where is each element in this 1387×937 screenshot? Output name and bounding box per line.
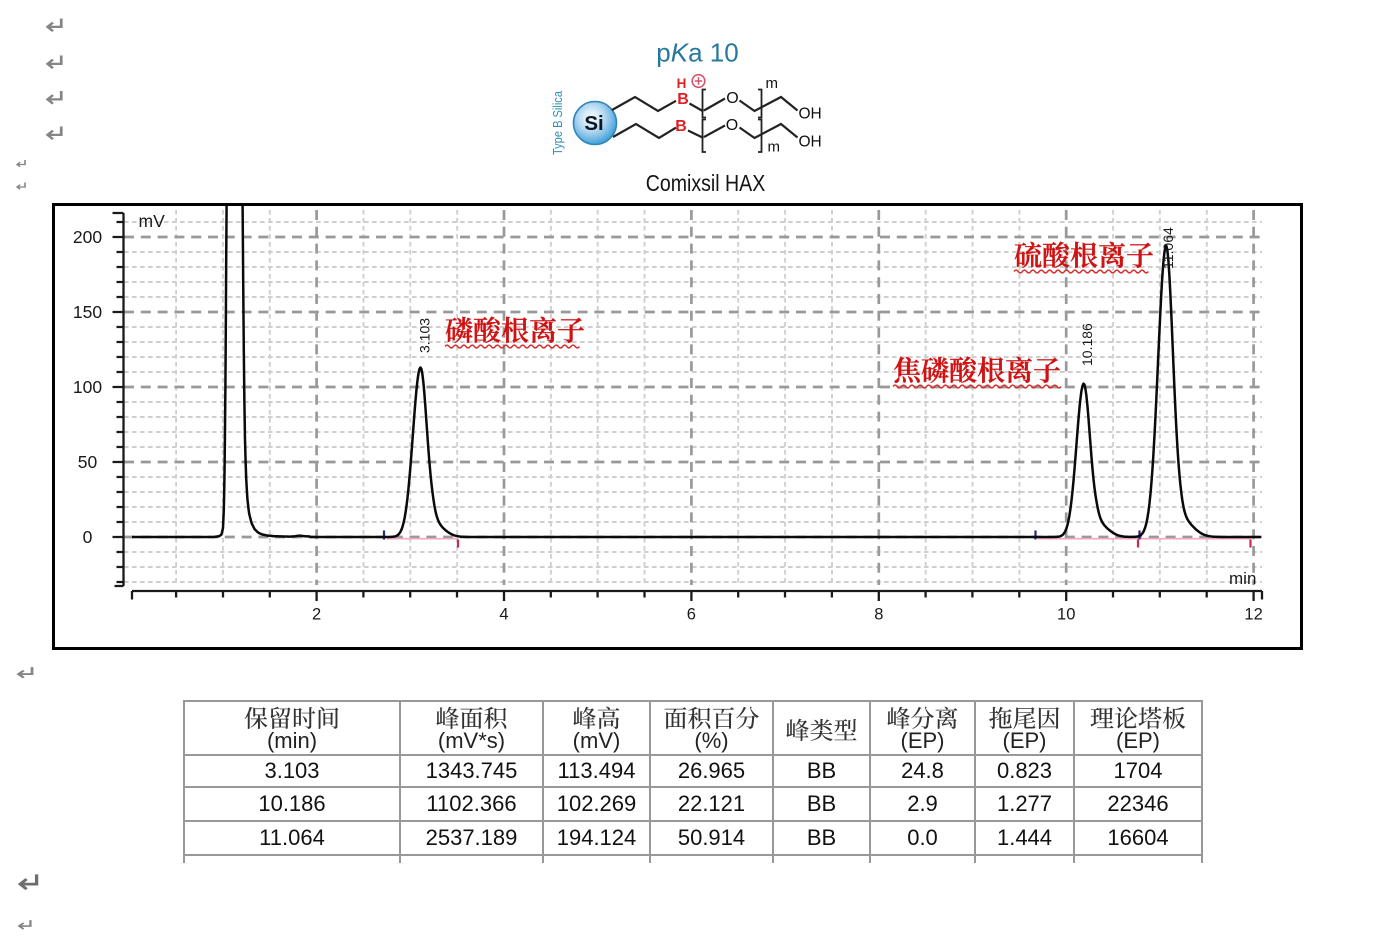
svg-text:B: B bbox=[675, 118, 687, 135]
svg-text:B: B bbox=[677, 91, 689, 108]
svg-text:pKa 10: pKa 10 bbox=[656, 38, 738, 68]
svg-text:硫酸根离子: 硫酸根离子 bbox=[1014, 235, 1154, 275]
svg-text:磷酸根离子: 磷酸根离子 bbox=[445, 310, 585, 350]
svg-text:OH: OH bbox=[799, 106, 822, 123]
svg-text:6: 6 bbox=[687, 606, 696, 624]
svg-text:3.103: 3.103 bbox=[417, 318, 433, 353]
svg-text:mV: mV bbox=[139, 211, 166, 231]
svg-text:Comixsil HAX: Comixsil HAX bbox=[646, 170, 766, 196]
svg-text:4: 4 bbox=[499, 606, 508, 624]
svg-text:10.186: 10.186 bbox=[1079, 323, 1095, 366]
svg-text:11.064: 11.064 bbox=[1160, 227, 1176, 269]
svg-text:12: 12 bbox=[1244, 606, 1262, 624]
svg-text:H: H bbox=[677, 76, 687, 91]
svg-text:O: O bbox=[726, 117, 738, 134]
svg-text:焦磷酸根离子: 焦磷酸根离子 bbox=[893, 350, 1061, 390]
svg-text:100: 100 bbox=[73, 377, 102, 397]
svg-text:m: m bbox=[768, 139, 781, 156]
svg-text:O: O bbox=[726, 90, 738, 107]
svg-text:Si: Si bbox=[584, 112, 603, 135]
svg-text:150: 150 bbox=[73, 302, 102, 322]
svg-text:200: 200 bbox=[73, 227, 102, 247]
svg-text:8: 8 bbox=[874, 606, 883, 624]
svg-text:2: 2 bbox=[312, 606, 321, 624]
svg-text:min: min bbox=[1229, 569, 1256, 588]
svg-text:m: m bbox=[766, 75, 779, 92]
svg-text:10: 10 bbox=[1057, 606, 1075, 624]
svg-text:50: 50 bbox=[78, 452, 98, 472]
svg-text:OH: OH bbox=[799, 134, 822, 151]
svg-text:0: 0 bbox=[83, 527, 93, 547]
svg-text:Type B Silica: Type B Silica bbox=[551, 91, 565, 155]
